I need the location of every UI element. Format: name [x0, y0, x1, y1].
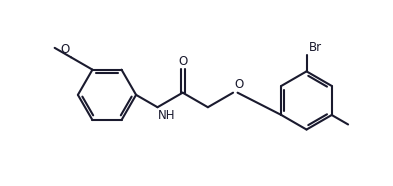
Text: O: O [178, 54, 187, 68]
Text: O: O [235, 78, 244, 91]
Text: O: O [60, 43, 70, 56]
Text: NH: NH [158, 109, 176, 122]
Text: Br: Br [309, 41, 321, 54]
